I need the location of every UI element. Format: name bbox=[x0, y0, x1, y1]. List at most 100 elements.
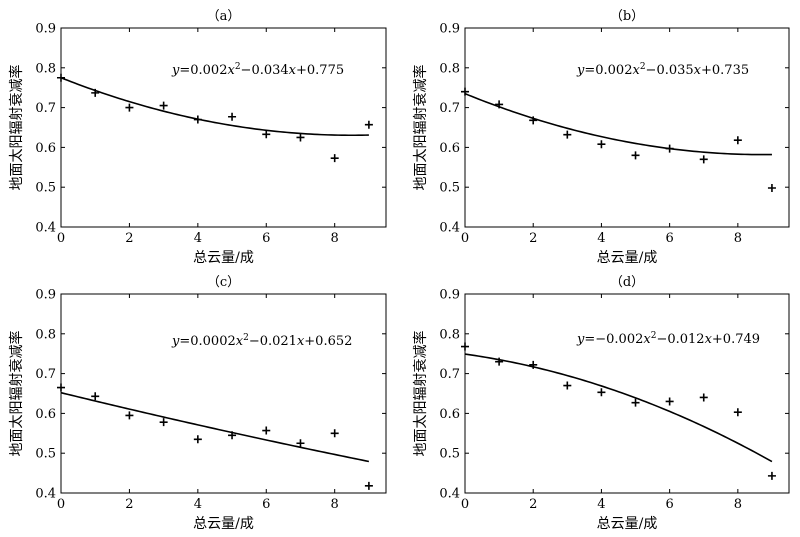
data-point bbox=[228, 112, 237, 121]
plot-frame bbox=[464, 293, 790, 494]
equation-part: x bbox=[236, 334, 244, 349]
equation-part: +0.749 bbox=[712, 332, 760, 347]
data-point bbox=[296, 133, 305, 142]
equation-part: x bbox=[643, 332, 651, 347]
fit-curve bbox=[60, 391, 370, 463]
data-point bbox=[364, 120, 373, 129]
y-axis-title: 地面太阳辐射衰减率 bbox=[412, 331, 429, 457]
x-tick-label: 6 bbox=[665, 231, 673, 246]
x-tick-label: 0 bbox=[57, 497, 65, 512]
panel-b: （b） 0.4 0.5 0.6 0.7 0.8 0.9 0 2 4 6 8 总云量/成 地面太阳辐射衰减率… bbox=[412, 9, 790, 266]
data-point bbox=[364, 481, 373, 490]
equation-part: y bbox=[171, 63, 180, 78]
equation-part: +0.775 bbox=[296, 63, 344, 78]
data-point bbox=[699, 155, 708, 164]
y-tick-label: 0.5 bbox=[35, 447, 56, 462]
x-tick-label: 8 bbox=[734, 231, 742, 246]
fit-equation: y=0.002x2−0.034x+0.775 bbox=[171, 62, 344, 78]
x-tick-label: 6 bbox=[262, 497, 270, 512]
x-tick-label: 0 bbox=[461, 497, 469, 512]
data-point bbox=[631, 398, 640, 407]
equation-part: x bbox=[289, 63, 297, 78]
equation-part: x bbox=[297, 334, 305, 349]
y-axis-title: 地面太阳辐射衰减率 bbox=[8, 331, 25, 457]
x-tick-label: 6 bbox=[665, 497, 673, 512]
data-point bbox=[330, 154, 339, 163]
x-tick-label: 6 bbox=[262, 231, 270, 246]
equation-part: x bbox=[694, 63, 702, 78]
plot-frame bbox=[464, 27, 790, 228]
data-point bbox=[597, 388, 606, 397]
data-point bbox=[91, 88, 100, 97]
y-tick-label: 0.7 bbox=[35, 367, 56, 382]
data-point bbox=[262, 426, 271, 435]
y-tick-label: 0.8 bbox=[35, 327, 56, 342]
data-point bbox=[57, 383, 65, 392]
data-point bbox=[563, 130, 572, 139]
x-tick-label: 2 bbox=[125, 231, 133, 246]
equation-part: =0.0002 bbox=[179, 334, 235, 349]
y-tick-label: 0.6 bbox=[439, 141, 460, 156]
y-axis-title: 地面太阳辐射衰减率 bbox=[412, 65, 429, 191]
equation-part: −0.012 bbox=[656, 332, 704, 347]
data-point bbox=[193, 115, 202, 124]
x-tick-label: 4 bbox=[597, 231, 605, 246]
panel-label: （d） bbox=[610, 275, 644, 290]
equation-part: −0.021 bbox=[249, 334, 297, 349]
panel-c: （c） 0.4 0.5 0.6 0.7 0.8 0.9 0 2 4 6 8 总云量/成 地面太阳辐射衰减率… bbox=[8, 275, 387, 532]
panel-label: （b） bbox=[610, 9, 644, 24]
data-point bbox=[296, 439, 305, 448]
equation-part: −0.034 bbox=[241, 63, 289, 78]
y-tick-label: 0.5 bbox=[439, 181, 460, 196]
panel-a: （a） 0.4 0.5 0.6 0.7 0.8 0.9 0 2 4 6 8 总云量/成 地面太阳辐射衰减率… bbox=[8, 9, 387, 266]
data-point bbox=[91, 392, 100, 401]
equation-part: y bbox=[576, 63, 585, 78]
y-tick-label: 0.5 bbox=[35, 181, 56, 196]
panel-label: （c） bbox=[207, 275, 240, 290]
y-tick-label: 0.7 bbox=[439, 101, 460, 116]
equation-part: =0.002 bbox=[179, 63, 227, 78]
plot-frame bbox=[60, 293, 387, 494]
equation-part: y bbox=[576, 332, 585, 347]
y-tick-label: 0.9 bbox=[35, 288, 56, 303]
y-tick-label: 0.8 bbox=[439, 327, 460, 342]
y-tick-label: 0.9 bbox=[439, 22, 460, 37]
x-axis-title: 总云量/成 bbox=[597, 516, 658, 532]
plot-frame bbox=[60, 27, 387, 228]
equation-part: −0.035 bbox=[646, 63, 694, 78]
fit-curve bbox=[60, 77, 369, 137]
y-tick-label: 0.7 bbox=[439, 367, 460, 382]
data-point bbox=[159, 418, 168, 427]
data-point bbox=[699, 393, 708, 402]
data-point bbox=[495, 100, 504, 109]
data-point bbox=[563, 381, 572, 390]
panel-label: （a） bbox=[207, 9, 241, 24]
x-tick-label: 8 bbox=[734, 497, 742, 512]
x-tick-label: 2 bbox=[529, 231, 537, 246]
y-tick-label: 0.4 bbox=[35, 221, 56, 236]
data-point bbox=[631, 151, 640, 160]
y-tick-label: 0.4 bbox=[439, 487, 460, 502]
y-tick-label: 0.9 bbox=[439, 288, 460, 303]
y-tick-label: 0.7 bbox=[35, 101, 56, 116]
x-tick-label: 0 bbox=[461, 231, 469, 246]
x-tick-label: 0 bbox=[57, 231, 65, 246]
equation-part: +0.735 bbox=[701, 63, 749, 78]
data-point bbox=[767, 183, 776, 192]
x-tick-label: 4 bbox=[597, 497, 605, 512]
y-tick-label: 0.8 bbox=[35, 61, 56, 76]
fit-curve bbox=[464, 353, 773, 463]
data-point bbox=[733, 408, 742, 417]
y-tick-label: 0.4 bbox=[35, 487, 56, 502]
fit-equation: y=−0.002x2−0.012x+0.749 bbox=[576, 331, 760, 347]
y-axis-title: 地面太阳辐射衰减率 bbox=[8, 65, 25, 191]
x-tick-label: 4 bbox=[194, 231, 202, 246]
data-point bbox=[461, 342, 469, 351]
data-point bbox=[665, 144, 674, 153]
y-tick-label: 0.9 bbox=[35, 22, 56, 37]
fit-equation: y=0.002x2−0.035x+0.735 bbox=[576, 62, 749, 78]
equation-part: =0.002 bbox=[584, 63, 632, 78]
panel-d: （d） 0.4 0.5 0.6 0.7 0.8 0.9 0 2 4 6 8 总云量/成 地面太阳辐射衰减率… bbox=[412, 275, 790, 532]
y-tick-label: 0.6 bbox=[35, 407, 56, 422]
